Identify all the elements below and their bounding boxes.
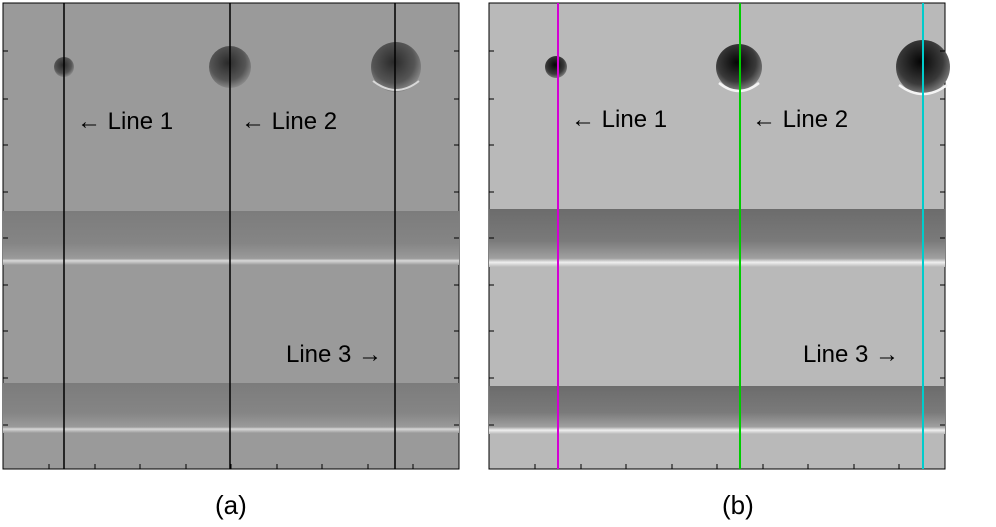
panel-b-band-1	[489, 209, 945, 267]
panel-b-label-line-2: ← Line 2	[752, 106, 849, 133]
panel-a-image	[2, 2, 460, 470]
panel-b-ticks	[489, 50, 945, 469]
panel-b-band-2	[489, 386, 945, 434]
panel-a-caption: (a)	[215, 490, 247, 520]
panel-a-ticks	[3, 50, 459, 469]
panel-a-band-2	[3, 383, 459, 433]
panel-b: ← Line 1 ← Line 2 Line 3 →	[488, 2, 950, 470]
panel-a-label-line-1: ← Line 1	[77, 108, 174, 135]
panel-a-label-line-3: Line 3 →	[286, 341, 383, 368]
panel-b-caption: (b)	[722, 490, 754, 520]
panel-a-defect-large	[371, 42, 421, 92]
panel-b-image	[488, 2, 950, 470]
panel-a-band-1	[3, 211, 459, 265]
panel-b-label-line-1: ← Line 1	[571, 106, 668, 133]
panel-b-label-line-3: Line 3 →	[803, 341, 900, 368]
panel-a-label-line-2: ← Line 2	[241, 108, 338, 135]
panel-a: ← Line 1 ← Line 2 Line 3 →	[2, 2, 460, 470]
panel-b-defect-small	[545, 56, 567, 78]
